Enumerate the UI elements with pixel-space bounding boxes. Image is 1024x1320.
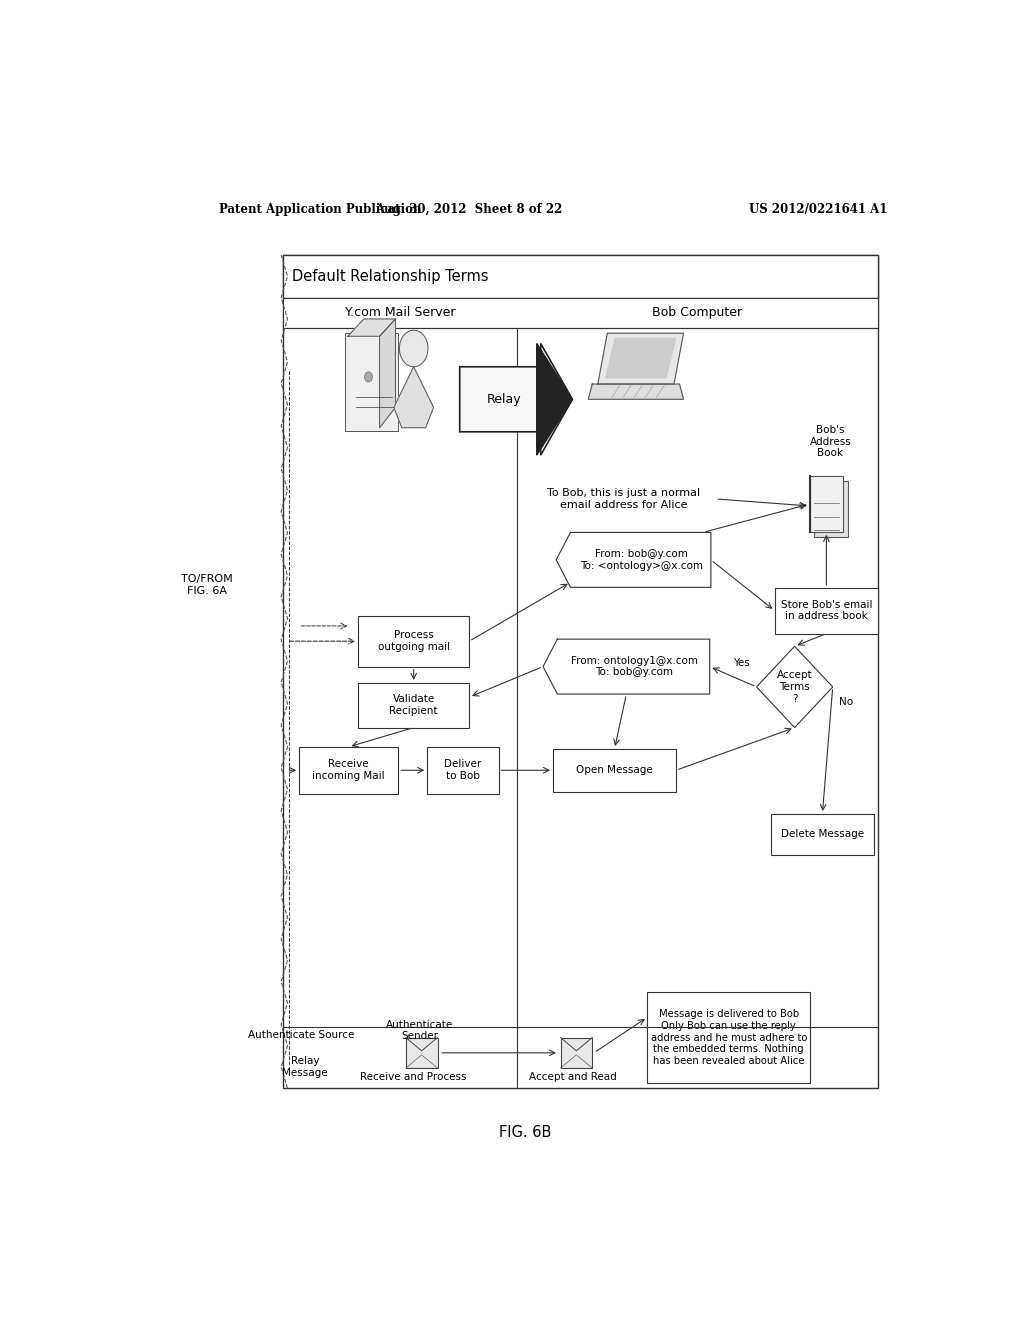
FancyBboxPatch shape [814,480,848,537]
Polygon shape [606,338,676,378]
Text: Message: Message [283,1068,328,1078]
Text: Deliver
to Bob: Deliver to Bob [444,759,481,781]
Text: To Bob, this is just a normal
email address for Alice: To Bob, this is just a normal email addr… [548,488,700,510]
Text: Delete Message: Delete Message [781,829,864,840]
Polygon shape [588,384,684,399]
Polygon shape [598,333,684,384]
Text: From: ontology1@x.com
To: bob@y.com: From: ontology1@x.com To: bob@y.com [570,656,697,677]
Circle shape [365,372,373,381]
Text: Accept and Read: Accept and Read [528,1072,616,1082]
FancyBboxPatch shape [299,747,398,793]
Text: Authenticate Source: Authenticate Source [248,1030,354,1040]
FancyBboxPatch shape [345,333,397,430]
Text: FIG. 6B: FIG. 6B [499,1125,551,1139]
Text: Process
outgoing mail: Process outgoing mail [378,631,450,652]
FancyBboxPatch shape [775,587,878,634]
Text: From: bob@y.com
To: <ontology>@x.com: From: bob@y.com To: <ontology>@x.com [580,549,702,570]
FancyBboxPatch shape [647,991,810,1084]
Text: Bob Computer: Bob Computer [652,306,742,319]
Polygon shape [394,367,433,428]
FancyBboxPatch shape [358,682,469,727]
Text: Y.com Mail Server: Y.com Mail Server [344,306,455,319]
Text: No: No [839,697,853,708]
Text: Receive and Process: Receive and Process [360,1072,467,1082]
FancyBboxPatch shape [406,1038,437,1068]
Text: TO/FROM
FIG. 6A: TO/FROM FIG. 6A [181,574,233,597]
Polygon shape [460,343,572,455]
Text: US 2012/0221641 A1: US 2012/0221641 A1 [750,203,888,215]
FancyBboxPatch shape [771,814,874,854]
Text: Relay: Relay [291,1056,319,1067]
Text: Accept
Terms
?: Accept Terms ? [777,671,812,704]
Polygon shape [537,343,572,455]
FancyBboxPatch shape [283,255,878,1089]
FancyBboxPatch shape [283,255,878,297]
Polygon shape [757,647,833,727]
Polygon shape [543,639,710,694]
Polygon shape [380,319,395,428]
Text: Message is delivered to Bob
Only Bob can use the reply
address and he must adher: Message is delivered to Bob Only Bob can… [650,1010,807,1065]
FancyBboxPatch shape [810,477,843,532]
FancyBboxPatch shape [283,297,878,329]
FancyBboxPatch shape [427,747,499,793]
Text: Yes: Yes [733,657,751,668]
Text: Default Relationship Terms: Default Relationship Terms [292,269,488,284]
Polygon shape [348,319,395,337]
Polygon shape [556,532,711,587]
Text: Receive
incoming Mail: Receive incoming Mail [312,759,385,781]
Circle shape [399,330,428,367]
Text: Aug. 30, 2012  Sheet 8 of 22: Aug. 30, 2012 Sheet 8 of 22 [376,203,563,215]
Text: Store Bob's email
in address book: Store Bob's email in address book [780,599,872,622]
Text: Validate
Recipient: Validate Recipient [389,694,438,715]
Text: Relay: Relay [486,393,521,405]
FancyBboxPatch shape [560,1038,592,1068]
Text: Authenticate
Sender: Authenticate Sender [386,1019,454,1041]
FancyBboxPatch shape [358,615,469,667]
Text: Patent Application Publication: Patent Application Publication [219,203,422,215]
Text: Bob's
Address
Book: Bob's Address Book [809,425,851,458]
Text: Open Message: Open Message [577,766,653,775]
FancyBboxPatch shape [553,748,676,792]
